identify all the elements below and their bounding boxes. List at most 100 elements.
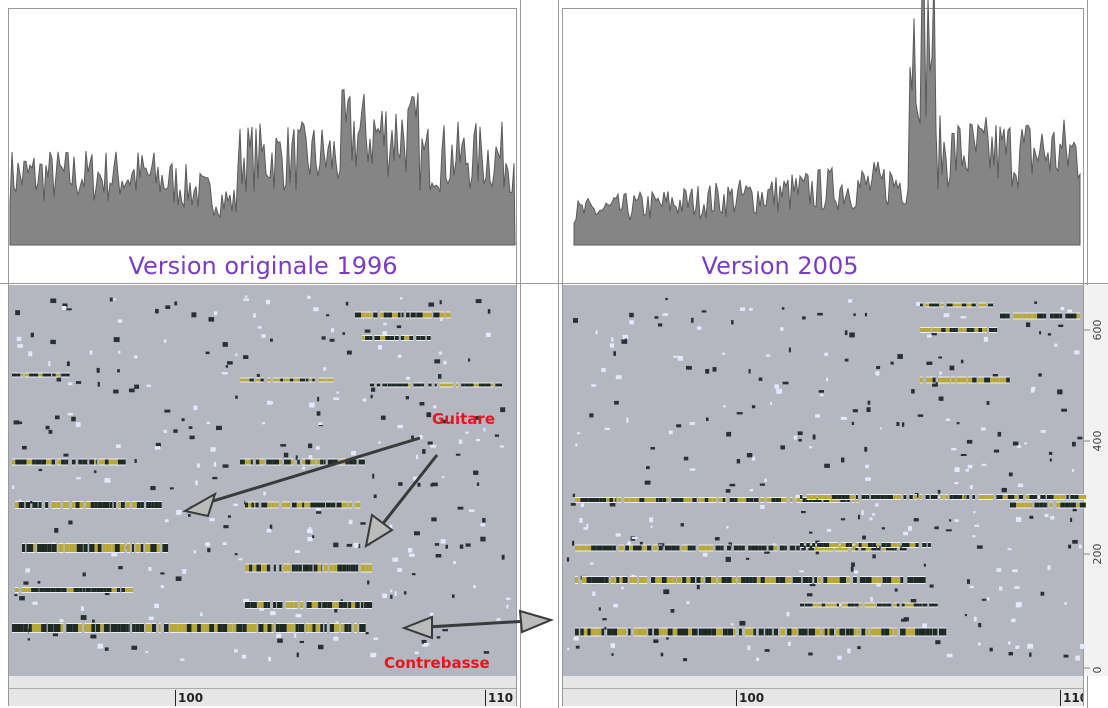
spectrum-blob	[601, 628, 605, 636]
spectrum-dot	[392, 557, 399, 562]
spectrum-dot	[235, 353, 238, 357]
spectrum-dot	[999, 586, 1003, 591]
spectrum-dot	[864, 446, 868, 452]
spectrum-blob	[117, 502, 121, 508]
spectrum-blob	[113, 502, 116, 508]
spectrum-dot	[726, 526, 729, 529]
spectrum-blob	[875, 495, 884, 499]
spectrum-blob	[105, 544, 112, 552]
spectrum-blob	[233, 624, 238, 632]
spectrum-blob	[298, 564, 302, 572]
spectrum-blob	[897, 543, 901, 547]
spectrum-blob	[920, 303, 923, 307]
spectrum-dot	[793, 435, 797, 440]
spectrum-dot	[342, 332, 346, 335]
spectrum-blob	[870, 628, 877, 636]
spectrum-blob	[919, 495, 923, 499]
spectrum-dot	[650, 525, 653, 528]
spectrum-blob	[95, 624, 104, 632]
spectrum-dot	[662, 313, 669, 316]
spectrum-blob	[18, 502, 25, 508]
spectrum-blob	[800, 495, 803, 499]
spectrum-blob	[404, 336, 409, 340]
spectrum-dot	[686, 601, 690, 605]
spectrum-blob	[925, 628, 930, 636]
spectrum-dot	[17, 344, 23, 348]
spectrum-blob	[1070, 502, 1076, 508]
spectrum-blob	[1024, 502, 1032, 508]
spectrum-dot	[32, 601, 38, 605]
spectrum-dot	[480, 536, 486, 542]
spectrum-dot	[378, 345, 383, 350]
spectrum-dot	[55, 415, 60, 420]
spectrum-dot	[869, 517, 873, 521]
spectrum-blob	[961, 377, 967, 383]
spectrum-blob	[27, 588, 35, 592]
spectrum-blob	[289, 378, 295, 382]
spectrum-dot	[75, 422, 81, 427]
ruler-label: 100	[739, 691, 764, 705]
panel-title: Version originale 1996	[128, 252, 397, 280]
spectrum-dot	[621, 339, 628, 344]
spectrum-blob	[354, 624, 357, 632]
spectrum-dot	[1011, 618, 1016, 623]
spectrum-dot	[626, 417, 629, 423]
spectrum-dot	[155, 308, 159, 314]
spectrum-blob	[849, 495, 855, 499]
spectrum-blob	[473, 383, 483, 387]
spectrum-dot	[954, 467, 960, 473]
spectrum-blob	[654, 628, 660, 636]
spectrum-blob	[396, 383, 404, 387]
spectrum-blob	[209, 624, 216, 632]
spectrum-dot	[419, 435, 423, 440]
spectrum-blob	[974, 328, 979, 332]
spectrum-dot	[1063, 654, 1069, 658]
spectrum-dot	[696, 584, 700, 590]
spectrum-blob	[853, 628, 857, 636]
spectrum-dot	[180, 658, 185, 661]
spectrum-dot	[611, 337, 614, 342]
spectrum-blob	[596, 545, 605, 551]
spectrum-dot	[815, 549, 819, 555]
spectrum-dot	[586, 523, 589, 529]
spectrum-blob	[318, 602, 322, 608]
spectrum-blob	[417, 383, 423, 387]
spectrum-blob	[648, 628, 653, 636]
spectrum-dot	[826, 528, 832, 532]
spectrum-blob	[285, 502, 291, 508]
spectrum-dot	[702, 552, 708, 557]
spectrum-blob	[903, 495, 907, 499]
spectrum-blob	[900, 628, 907, 636]
spectrum-dot	[609, 343, 615, 348]
spectrum-dot	[956, 422, 960, 425]
spectrum-blob	[298, 624, 305, 632]
time-ruler	[563, 676, 1083, 706]
spectrum-dot	[411, 435, 414, 440]
spectrum-dot	[433, 405, 437, 409]
spectrum-dot	[134, 459, 137, 463]
spectrum-blob	[112, 459, 119, 465]
spectrum-dot	[38, 468, 43, 472]
spectrum-blob	[85, 502, 95, 508]
spectrum-dot	[875, 371, 880, 376]
spectrum-blob	[746, 498, 753, 502]
spectrum-dot	[913, 518, 919, 522]
spectrum-blob	[271, 624, 274, 632]
spectrum-blob	[846, 577, 850, 583]
spectrum-blob	[775, 577, 784, 583]
spectrum-dot	[421, 639, 427, 644]
spectrum-blob	[744, 628, 754, 636]
spectrum-blob	[79, 588, 82, 592]
spectrum-blob	[382, 383, 388, 387]
spectrum-blob	[941, 377, 949, 383]
spectrum-blob	[355, 602, 360, 608]
spectrum-blob	[445, 312, 451, 318]
spectrum-blob	[289, 602, 296, 608]
spectrum-blob	[779, 577, 786, 583]
spectrum-blob	[103, 588, 108, 592]
spectrum-dot	[1047, 565, 1051, 571]
spectrum-blob	[97, 502, 105, 508]
spectrum-dot	[97, 643, 104, 649]
spectrum-dot	[62, 303, 68, 308]
spectrum-blob	[1037, 313, 1045, 319]
